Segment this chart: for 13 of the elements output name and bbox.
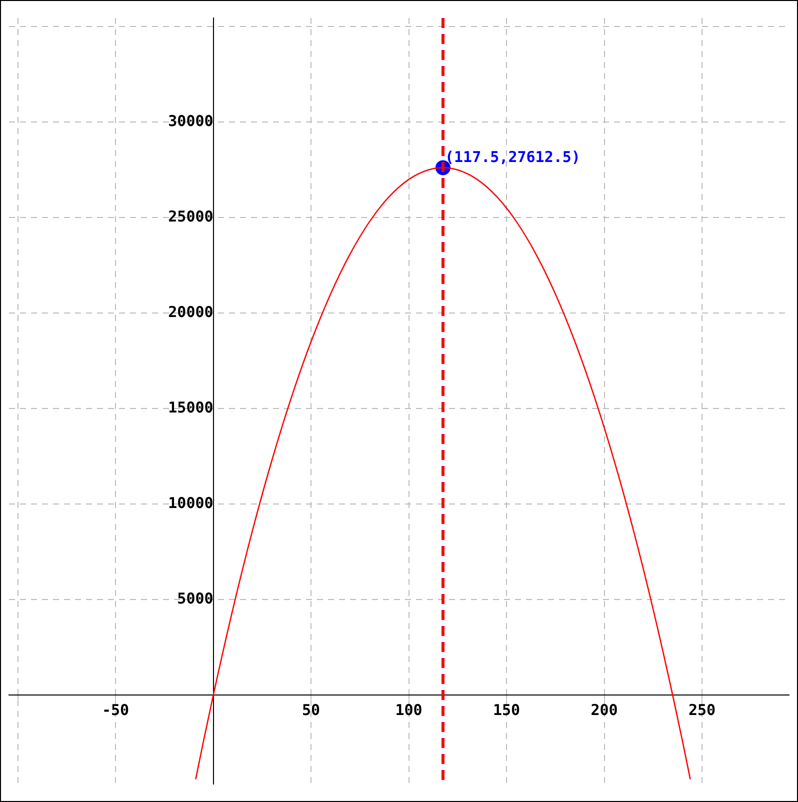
y-tick-label: 25000 [168,208,214,226]
y-tick-label: 20000 [168,303,214,322]
y-tick-label: 30000 [168,112,214,130]
annotation: (117.5,27612.5) [444,148,580,166]
x-tick-label: -50 [102,701,130,720]
y-tick-label: 15000 [168,398,214,417]
x-tick-label: 100 [395,701,422,720]
y-tick-label: 10000 [168,494,214,512]
x-tick-label: 200 [590,701,618,720]
x-tick-label: 150 [492,701,520,720]
x-tick-label: 50 [302,701,320,720]
y-tick-label: 5000 [177,590,214,608]
x-tick-label: 250 [688,701,716,720]
